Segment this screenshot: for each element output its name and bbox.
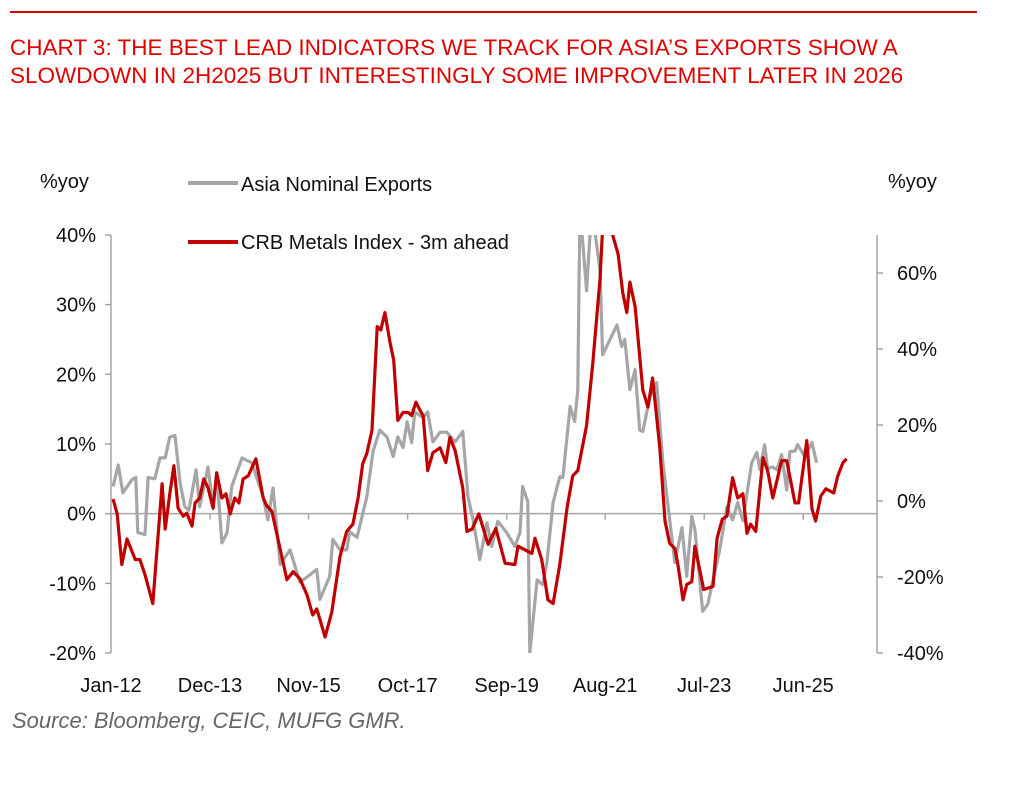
left-tick-label: 30% [56,295,96,317]
series-crb-metals-index [111,235,848,639]
legend: Asia Nominal Exports CRB Metals Index - … [186,174,578,258]
left-tick-label: 20% [56,364,96,386]
top-rule [10,11,977,13]
legend-label-asia-exports: Asia Nominal Exports [241,174,432,196]
right-tick-label: 20% [897,415,937,437]
right-tick-label: -40% [897,643,944,665]
x-tick-label: Aug-21 [573,675,638,697]
left-tick-label: 10% [56,434,96,456]
legend-label-crb-metals: CRB Metals Index - 3m ahead [241,232,509,254]
left-axis-label: %yoy [40,171,89,193]
right-tick-label: 40% [897,339,937,361]
x-tick-label: Dec-13 [178,675,242,697]
x-tick-label: Nov-15 [276,675,340,697]
x-tick-label: Oct-17 [378,675,438,697]
left-tick-label: -10% [49,573,96,595]
right-tick-label: -20% [897,567,944,589]
right-axis-label: %yoy [888,171,937,193]
source-note: Source: Bloomberg, CEIC, MUFG GMR. [12,708,406,733]
x-tick-label: Jan-12 [80,675,141,697]
x-tick-label: Jun-25 [773,675,834,697]
right-tick-label: 60% [897,263,937,285]
x-tick-label: Jul-23 [677,675,731,697]
x-tick-label: Sep-19 [474,675,539,697]
left-tick-label: -20% [49,643,96,665]
right-tick-label: 0% [897,491,926,513]
left-tick-label: 0% [67,504,96,526]
chart-title: CHART 3: THE BEST LEAD INDICATORS WE TRA… [10,35,904,88]
left-tick-label: 40% [56,225,96,247]
